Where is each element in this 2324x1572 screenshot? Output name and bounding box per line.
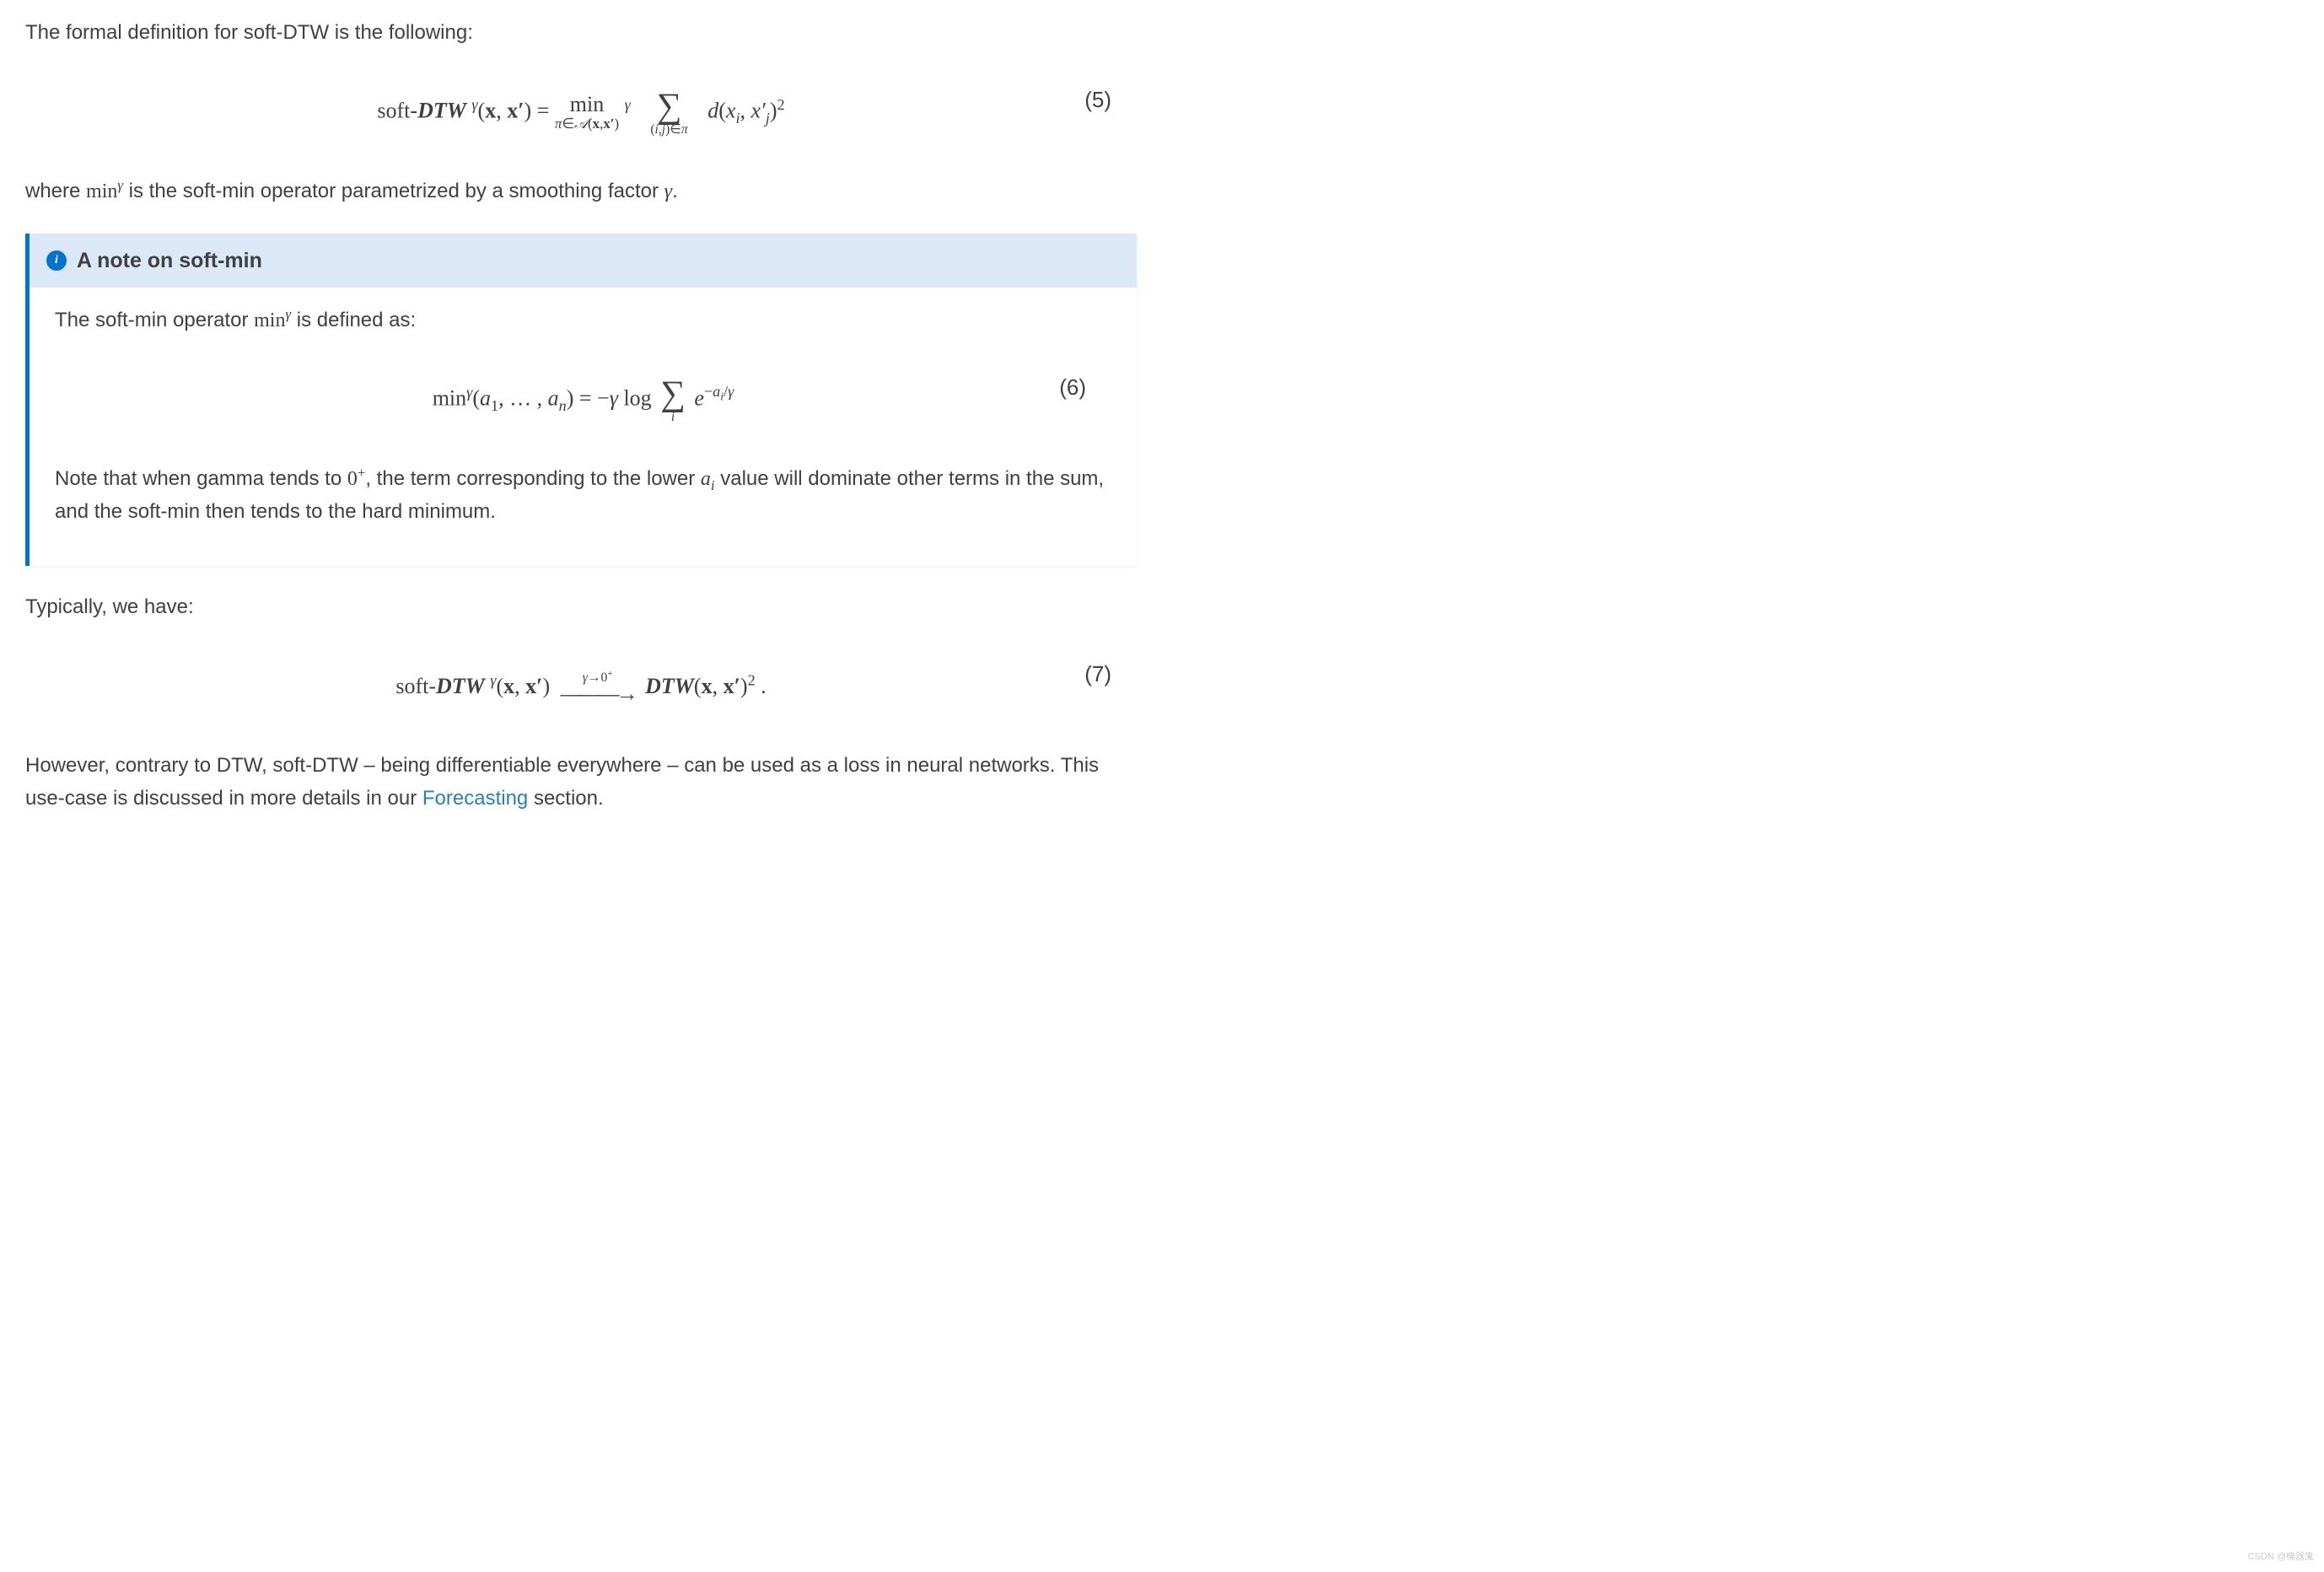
forecasting-link[interactable]: Forecasting	[422, 787, 528, 810]
note-body: The soft-min operator minγ is defined as…	[30, 288, 1137, 566]
watermark: CSDN @機器鬼	[2248, 1550, 2314, 1565]
after-eq5-paragraph: where minγ is the soft-min operator para…	[25, 175, 1137, 207]
equation-7: soft-DTW γ(x, x′) γ→0+ ———→ DTW(x, x′)2 …	[25, 653, 1137, 720]
equation-6: minγ(a1, … , an) = −γ log ∑ i e−ai/γ (6)	[55, 366, 1111, 433]
note-p1: The soft-min operator minγ is defined as…	[55, 304, 1111, 336]
equation-number-7: (7)	[1084, 657, 1111, 692]
outro-paragraph: However, contrary to DTW, soft-DTW – bei…	[25, 750, 1137, 815]
note-box: i A note on soft-min The soft-min operat…	[25, 234, 1137, 566]
equation-5: soft-DTW γ(x, x′) = min π∈𝒜(x,x′) γ ∑ (i…	[25, 78, 1137, 146]
info-icon: i	[46, 250, 67, 271]
note-p2: Note that when gamma tends to 0+, the te…	[55, 463, 1111, 528]
equation-number-6: (6)	[1059, 370, 1086, 406]
note-title: A note on soft-min	[77, 244, 262, 277]
intro-paragraph: The formal definition for soft-DTW is th…	[25, 17, 1137, 49]
note-header: i A note on soft-min	[30, 234, 1137, 288]
typically-paragraph: Typically, we have:	[25, 591, 1137, 623]
equation-number-5: (5)	[1084, 83, 1111, 118]
